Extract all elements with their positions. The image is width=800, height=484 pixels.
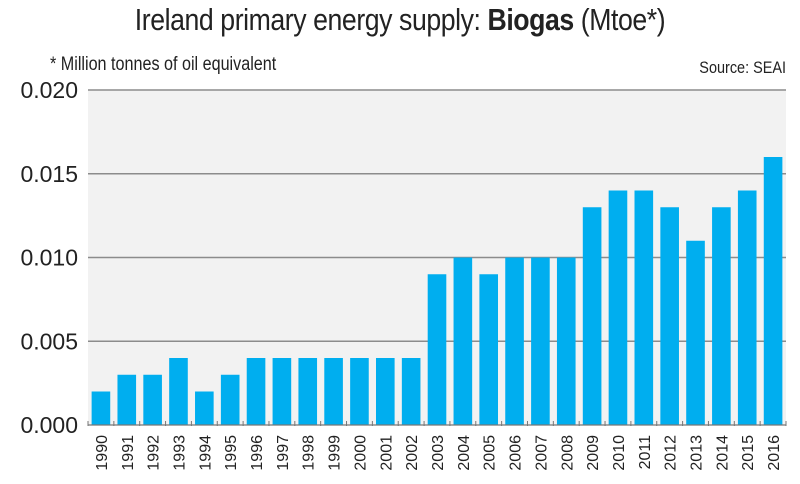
chart-source: Source: SEAI [699, 58, 786, 77]
x-tick-label: 2012 [663, 435, 680, 471]
bar [91, 391, 111, 425]
bar [427, 274, 447, 425]
x-tick-label: 2013 [689, 435, 706, 471]
bar [220, 374, 240, 425]
bar [350, 358, 369, 425]
x-tick-label: 1993 [171, 435, 188, 471]
x-tick-label: 2016 [766, 435, 783, 471]
y-tick-label: 0.010 [20, 245, 78, 271]
bar [324, 358, 343, 425]
x-axis [87, 421, 787, 426]
x-tick-label: 2009 [585, 435, 602, 471]
bar [634, 190, 654, 425]
x-tick-label: 2001 [378, 435, 395, 471]
x-tick-label: 2011 [637, 435, 654, 470]
y-tick-label: 0.005 [20, 328, 78, 354]
y-tick-label: 0.015 [20, 161, 78, 187]
y-tick-label: 0.000 [20, 412, 78, 438]
x-tick-labels: 1990 1991 1992 1993 1994 1995 1996 1997 1998 1999… [94, 435, 783, 471]
bar [531, 257, 550, 425]
bar [479, 274, 499, 425]
title-prefix: Ireland primary energy supply: [134, 2, 488, 37]
x-tick-label: 1995 [223, 435, 240, 471]
chart-title: Ireland primary energy supply: Biogas (M… [56, 2, 744, 38]
bar [505, 257, 524, 425]
bar [556, 257, 576, 425]
x-tick-label: 1997 [275, 435, 292, 471]
x-tick-label: 1990 [94, 435, 111, 471]
title-bold: Biogas [487, 2, 574, 37]
chart-subtitle: * Million tonnes of oil equivalent [50, 54, 277, 75]
bar [660, 207, 679, 425]
bar [246, 358, 266, 425]
bar [737, 190, 757, 425]
x-tick-label: 2015 [740, 435, 757, 471]
x-tick-label: 1991 [120, 435, 137, 471]
x-tick-label: 2005 [482, 435, 499, 471]
bar [143, 374, 162, 425]
y-tick-label: 0.020 [20, 77, 78, 103]
x-tick-label: 2007 [533, 435, 550, 471]
bar [686, 240, 705, 425]
x-tick-label: 1998 [301, 435, 318, 471]
bar [169, 358, 188, 425]
bar [375, 358, 395, 425]
bar [117, 374, 137, 425]
bar [401, 358, 421, 425]
x-tick-label: 2000 [352, 435, 369, 471]
y-axis: 0.000 0.005 0.010 0.015 0.020 [20, 77, 78, 438]
bar [712, 207, 731, 425]
x-tick-label: 2002 [404, 435, 421, 471]
bar [608, 190, 628, 425]
bars [91, 157, 783, 425]
x-tick-label: 2014 [714, 435, 731, 471]
bar [453, 257, 473, 425]
x-tick-label: 2010 [611, 435, 628, 471]
bar [763, 157, 783, 425]
x-tick-label: 2008 [559, 435, 576, 471]
bar [298, 358, 318, 425]
x-tick-label: 2003 [430, 435, 447, 471]
x-tick-label: 1992 [146, 435, 163, 471]
x-tick-label: 1999 [327, 435, 344, 471]
x-tick-label: 1996 [249, 435, 266, 471]
bar [195, 391, 214, 425]
x-tick-label: 2006 [508, 435, 525, 471]
bar [272, 358, 292, 425]
x-tick-label: 1994 [197, 435, 214, 471]
title-suffix: (Mtoe*) [573, 2, 666, 37]
bar [582, 207, 602, 425]
x-tick-label: 2004 [456, 435, 473, 471]
